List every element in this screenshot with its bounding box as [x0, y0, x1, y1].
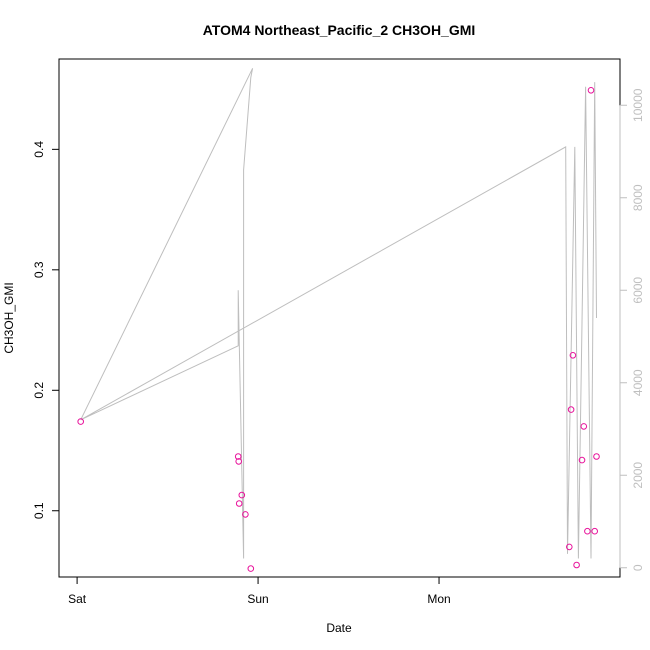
- data-point-6: [247, 565, 255, 572]
- points-layer: [77, 87, 600, 572]
- y2-tick-label-0: 0: [631, 564, 645, 571]
- data-point-14: [587, 87, 595, 94]
- data-point-12: [580, 423, 588, 430]
- data-point-15: [591, 527, 599, 535]
- y2-tick-label-2: 4000: [631, 369, 645, 396]
- data-point-0: [77, 418, 84, 425]
- data-point-5: [242, 511, 249, 518]
- y-axis-right: 0 2000 4000 6000 8000 10000: [619, 88, 645, 571]
- y2-tick-label-5: 10000: [631, 88, 645, 122]
- data-point-7: [566, 543, 573, 551]
- chart-title: ATOM4 Northeast_Pacific_2 CH3OH_GMI: [203, 22, 476, 38]
- data-point-2: [235, 458, 242, 465]
- y-tick-label-2: 0.3: [32, 261, 46, 278]
- data-point-11: [578, 456, 586, 464]
- x-tick-label-2: Mon: [427, 592, 450, 606]
- data-point-13: [584, 527, 591, 535]
- y2-tick-label-3: 6000: [631, 277, 645, 304]
- y-axis-label: CH3OH_GMI: [2, 282, 16, 353]
- data-point-10: [573, 561, 580, 569]
- y2-tick-label-4: 8000: [631, 184, 645, 211]
- data-point-8: [567, 406, 575, 413]
- y-axis-left: 0.1 0.2 0.3 0.4: [32, 141, 60, 519]
- x-tick-label-0: Sat: [68, 592, 87, 606]
- series-line: [80, 68, 597, 559]
- plot-frame: [58, 58, 621, 578]
- data-point-9: [569, 352, 577, 359]
- line-series-layer: [80, 68, 597, 559]
- y-tick-label-3: 0.4: [32, 141, 46, 158]
- y-tick-label-0: 0.1: [32, 502, 46, 519]
- data-point-16: [593, 453, 600, 460]
- data-point-4: [238, 491, 246, 499]
- y2-tick-label-1: 2000: [631, 462, 645, 489]
- data-point-3: [235, 500, 243, 507]
- x-tick-label-1: Sun: [247, 592, 268, 606]
- data-point-1: [234, 453, 242, 460]
- x-axis: Sat Sun Mon: [68, 576, 451, 606]
- x-axis-label: Date: [326, 621, 352, 635]
- y-tick-label-1: 0.2: [32, 382, 46, 399]
